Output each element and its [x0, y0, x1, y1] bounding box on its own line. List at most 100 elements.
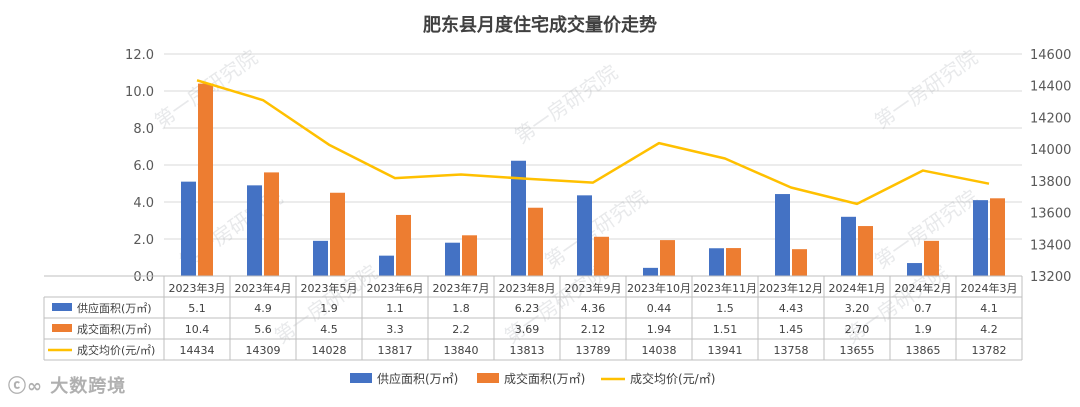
right-tick-label: 13600 — [1030, 207, 1071, 222]
brand-logo: ⓒ∞ 大数跨境 — [8, 372, 126, 398]
table-cell: 14309 — [246, 344, 281, 357]
category-label: 2023年7月 — [433, 281, 490, 295]
left-tick-label: 10.0 — [125, 85, 154, 100]
supply-bar — [709, 248, 724, 276]
table-cell: 2.2 — [452, 323, 470, 336]
category-label: 2023年3月 — [169, 281, 226, 295]
table-cell: 13758 — [774, 344, 809, 357]
table-cell: 1.1 — [386, 302, 404, 315]
legend-label: 成交面积(万㎡) — [504, 371, 585, 386]
supply-bar — [313, 240, 328, 276]
deal-bar — [660, 240, 675, 276]
category-label: 2024年1月 — [829, 281, 886, 295]
table-cell: 4.36 — [581, 302, 606, 315]
supply-bar — [445, 242, 460, 276]
category-label: 2023年10月 — [627, 281, 691, 295]
left-tick-label: 12.0 — [125, 48, 154, 63]
right-axis: 13200 13400 13600 13800 14000 14200 14400 14600 — [1030, 48, 1071, 285]
table-cell: 5.6 — [254, 323, 272, 336]
supply-bar — [511, 160, 526, 276]
left-tick-label: 4.0 — [133, 196, 154, 211]
right-tick-label: 13200 — [1030, 270, 1071, 285]
table-cell: 13817 — [378, 344, 413, 357]
deal-bar — [528, 207, 543, 276]
supply-bar — [643, 267, 658, 276]
supply-bar — [181, 181, 196, 276]
table-cell: 0.44 — [647, 302, 672, 315]
category-label: 2023年8月 — [499, 281, 556, 295]
left-tick-label: 6.0 — [133, 159, 154, 174]
deal-bar — [726, 248, 741, 276]
deal-bar — [858, 226, 873, 276]
right-tick-label: 13800 — [1030, 175, 1071, 190]
table-cell: 13840 — [444, 344, 479, 357]
table-cell: 1.9 — [320, 302, 338, 315]
price-line — [196, 79, 990, 206]
supply-bar — [775, 194, 790, 276]
series-key-swatch — [52, 324, 72, 332]
table-cell: 6.23 — [515, 302, 540, 315]
table-cell: 1.94 — [647, 323, 672, 336]
legend-key-swatch — [350, 373, 372, 383]
table-cell: 4.1 — [980, 302, 998, 315]
deal-bar — [924, 240, 939, 276]
table-cell: 14434 — [180, 344, 215, 357]
logo-text: 大数跨境 — [50, 376, 127, 397]
deal-bar — [396, 214, 411, 276]
category-label: 2024年3月 — [961, 281, 1018, 295]
deal-bar — [330, 192, 345, 276]
logo-icon: ⓒ∞ — [8, 376, 43, 397]
table-cell: 2.12 — [581, 323, 606, 336]
supply-bar — [841, 216, 856, 276]
table-cell: 13813 — [510, 344, 545, 357]
right-tick-label: 14000 — [1030, 143, 1071, 158]
table-cell: 2.70 — [845, 323, 870, 336]
category-label: 2023年4月 — [235, 281, 292, 295]
table-cell: 14038 — [642, 344, 677, 357]
category-label: 2023年5月 — [301, 281, 358, 295]
series-name: 供应面积(万㎡) — [77, 301, 152, 315]
table-cell: 3.69 — [515, 323, 540, 336]
table-cell: 13865 — [906, 344, 941, 357]
table-cell: 13941 — [708, 344, 743, 357]
supply-bar — [247, 185, 262, 276]
supply-bar — [973, 200, 988, 276]
deal-bar — [792, 249, 807, 276]
table-cell: 3.3 — [386, 323, 404, 336]
table-cell: 4.9 — [254, 302, 272, 315]
table-cell: 4.43 — [779, 302, 804, 315]
watermark-text: 第一房研究院 — [510, 60, 622, 148]
deal-bar — [198, 83, 213, 276]
table-cell: 1.9 — [914, 323, 932, 336]
table-cell: 10.4 — [185, 323, 210, 336]
deal-bar — [990, 198, 1005, 276]
right-tick-label: 14200 — [1030, 111, 1071, 126]
left-tick-label: 2.0 — [133, 233, 154, 248]
legend: 供应面积(万㎡) 成交面积(万㎡) 成交均价(元/㎡) — [350, 371, 715, 386]
table-cell: 0.7 — [914, 302, 932, 315]
category-label: 2023年6月 — [367, 281, 424, 295]
table-cell: 1.8 — [452, 302, 470, 315]
category-label: 2023年12月 — [759, 281, 823, 295]
category-label: 2023年9月 — [565, 281, 622, 295]
table-cell: 1.5 — [716, 302, 734, 315]
table-cell: 13655 — [840, 344, 875, 357]
watermark-text: 第一房研究院 — [870, 45, 982, 133]
data-table: 2023年3月 2023年4月 2023年5月 2023年6月 2023年7月 2023年… — [43, 275, 1023, 361]
deal-bar — [594, 236, 609, 276]
legend-label: 成交均价(元/㎡) — [630, 371, 715, 386]
deal-bar — [264, 172, 279, 276]
table-cell: 1.51 — [713, 323, 738, 336]
series-name: 成交均价(元/㎡) — [77, 343, 155, 357]
table-cell: 4.2 — [980, 323, 998, 336]
series-key-swatch — [52, 303, 72, 311]
legend-label: 供应面积(万㎡) — [377, 371, 458, 386]
right-tick-label: 14400 — [1030, 80, 1071, 95]
table-cell: 3.20 — [845, 302, 870, 315]
left-tick-label: 0.0 — [133, 270, 154, 285]
series-name: 成交面积(万㎡) — [77, 322, 152, 336]
table-cell: 13789 — [576, 344, 611, 357]
table-cell: 13782 — [972, 344, 1007, 357]
deal-bar — [462, 235, 477, 276]
